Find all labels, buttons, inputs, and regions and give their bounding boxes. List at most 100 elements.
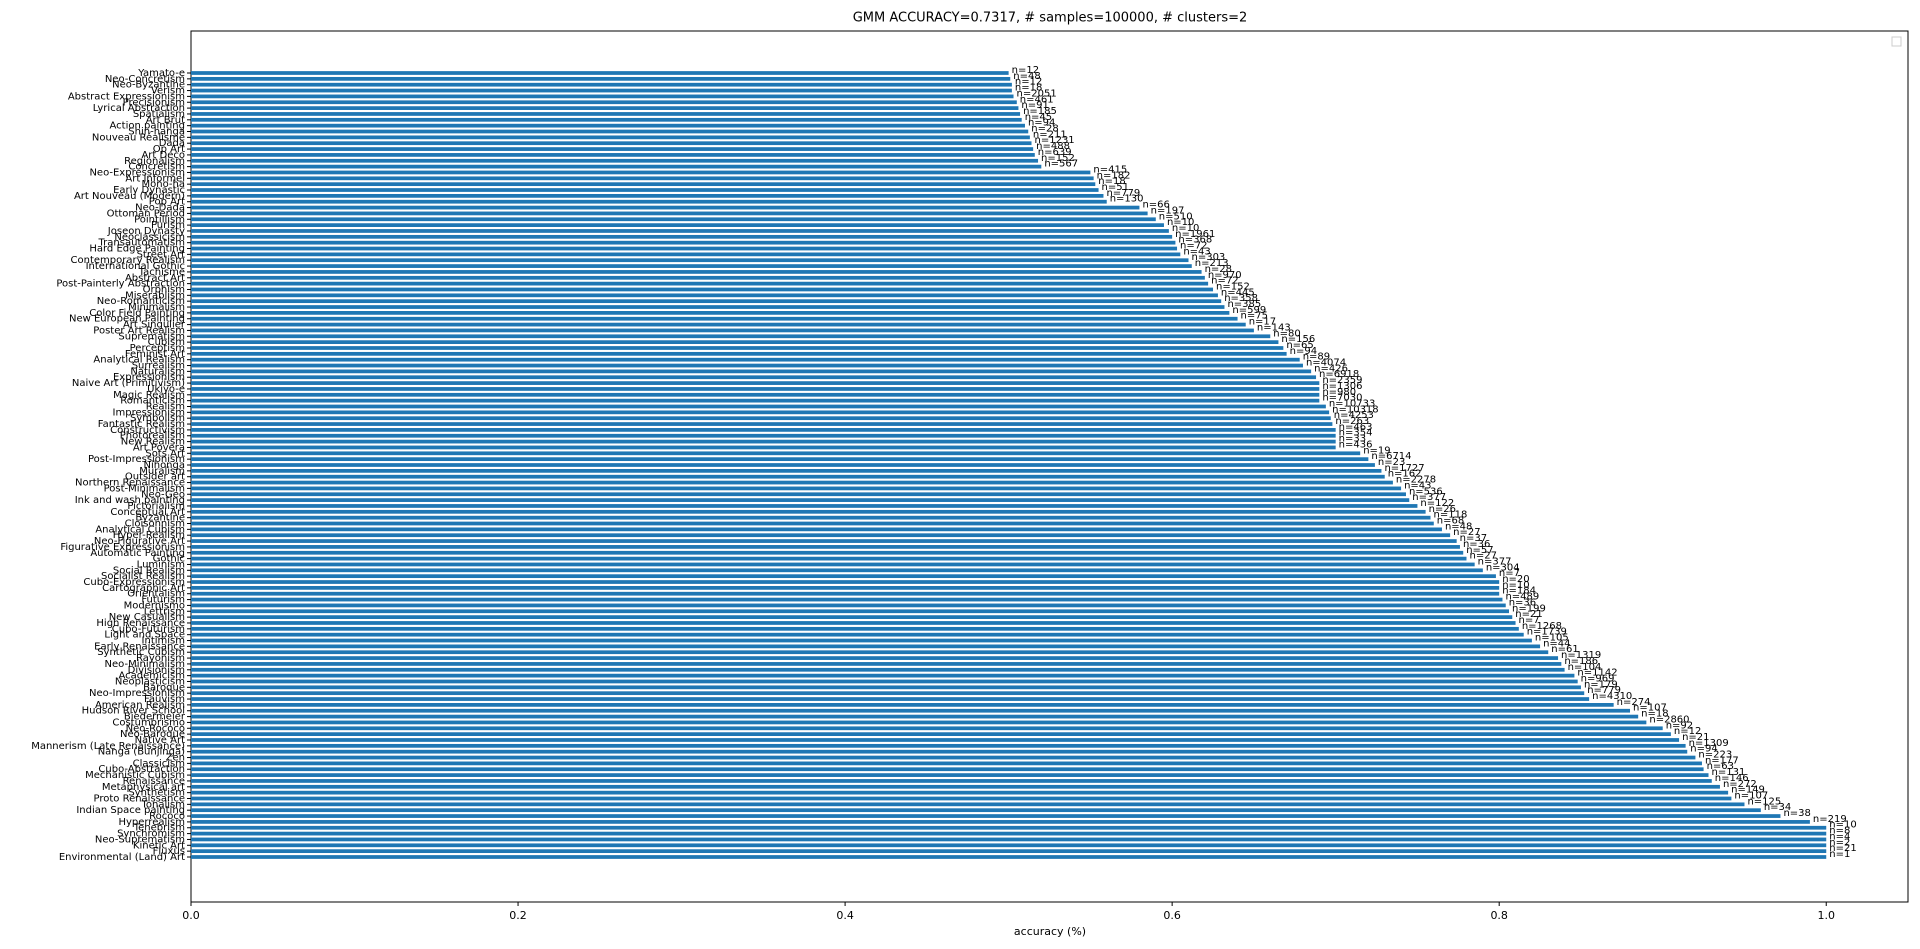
bar-annotation: n=122 xyxy=(1420,498,1454,509)
y-tick-label: Joseon Dynasty xyxy=(107,226,185,237)
y-tick-label: Native Art xyxy=(135,735,186,746)
bar-annotation: n=463 xyxy=(1339,422,1373,433)
bar xyxy=(191,404,1326,409)
bar xyxy=(191,580,1500,584)
y-tick-label: Neo-Geo xyxy=(141,489,185,500)
bar xyxy=(191,199,1107,204)
bar xyxy=(191,311,1230,315)
y-tick-label: Neo-Figurative Art xyxy=(94,536,185,547)
y-tick-label: Proto Renaissance xyxy=(93,793,185,804)
y-tick-label: Ukiyo-e xyxy=(147,384,185,395)
bar-annotation: n=10 xyxy=(1502,580,1529,591)
y-tick-label: Art Singulier xyxy=(123,320,186,331)
y-tick-label: Realism xyxy=(146,401,185,412)
bar-annotation: n=10733 xyxy=(1329,398,1376,409)
bar-annotation: n=2359 xyxy=(1322,375,1362,386)
bar-annotation: n=6918 xyxy=(1319,369,1359,380)
y-tick-label: Cloisonnism xyxy=(125,519,185,530)
bar xyxy=(191,275,1205,280)
y-tick-label: Synthetism xyxy=(128,788,185,799)
y-tick-label: Neo-Dada xyxy=(135,203,185,214)
y-tick-label: Fantastic Realism xyxy=(98,419,185,430)
bar xyxy=(191,381,1320,385)
y-tick-label: Post-Minimalism xyxy=(104,483,185,494)
bar-annotation: n=10 xyxy=(1829,820,1856,831)
y-tick-label: Ink and wash painting xyxy=(75,495,185,506)
bar xyxy=(191,714,1639,719)
bar xyxy=(191,656,1559,660)
bar xyxy=(191,293,1218,298)
y-tick-label: Fluxus xyxy=(153,846,185,857)
y-tick-label: Precisionism xyxy=(123,97,185,108)
y-tick-label: Regionalism xyxy=(124,156,185,167)
bar xyxy=(191,562,1475,567)
x-tick-label: 0.0 xyxy=(182,909,200,922)
y-tick-label: Op Art xyxy=(153,144,185,155)
x-tick-label: 0.8 xyxy=(1490,909,1508,922)
bar xyxy=(191,509,1426,514)
bar xyxy=(191,568,1483,573)
bar xyxy=(191,808,1761,813)
y-tick-label: Miserablism xyxy=(125,290,185,301)
bar xyxy=(191,650,1549,655)
bar xyxy=(191,521,1434,526)
bar-annotation: n=131 xyxy=(1712,767,1746,778)
bar-annotation: n=4253 xyxy=(1334,410,1374,421)
bar-annotation: n=6714 xyxy=(1371,451,1411,462)
bar xyxy=(191,667,1565,672)
bar xyxy=(191,761,1702,766)
bar-annotation: n=146 xyxy=(1715,773,1749,784)
bar xyxy=(191,515,1431,520)
bar xyxy=(191,328,1254,333)
y-tick-label: Classicism xyxy=(133,758,185,769)
y-tick-label: Lyrical Abstraction xyxy=(93,103,185,114)
bar xyxy=(191,182,1096,187)
y-tick-label: Renaissance xyxy=(123,776,185,787)
bar xyxy=(191,305,1225,309)
bar-annotation: n=970 xyxy=(1208,270,1242,281)
bar xyxy=(191,796,1732,801)
y-tick-label: Zen xyxy=(166,753,185,764)
bar xyxy=(191,392,1320,397)
y-tick-label: Automatic Painting xyxy=(90,548,185,559)
bar xyxy=(191,322,1246,327)
y-tick-label: Gothic xyxy=(153,554,185,565)
bar-annotation: n=36 xyxy=(1463,539,1490,550)
bar-annotation: n=61 xyxy=(1551,644,1578,655)
bar-annotation: n=969 xyxy=(1581,673,1615,684)
bar-annotation: n=415 xyxy=(1093,164,1127,175)
bar-annotation: n=197 xyxy=(1151,205,1185,216)
bar xyxy=(191,346,1284,350)
bar xyxy=(191,428,1336,432)
y-tick-label: American Realism xyxy=(95,700,185,711)
y-tick-label: Pointillism xyxy=(134,214,185,225)
y-tick-label: Ottoman Period xyxy=(107,208,185,219)
bar-annotation: n=23 xyxy=(1378,457,1405,468)
bar-annotation: n=274 xyxy=(1617,697,1651,708)
x-tick-label: 0.4 xyxy=(836,909,854,922)
bar-annotation: n=34 xyxy=(1764,802,1791,813)
bar-annotation: n=211 xyxy=(1033,129,1067,140)
bar-annotation: n=10 xyxy=(1172,223,1199,234)
bar-annotation: n=2860 xyxy=(1649,714,1689,725)
y-tick-label: Yamato-e xyxy=(137,68,185,79)
y-tick-label: Street Art xyxy=(137,249,186,260)
bar xyxy=(191,632,1524,637)
y-tick-label: Figurative Expressionism xyxy=(60,542,185,553)
bar xyxy=(191,357,1300,362)
y-tick-label: Muralism xyxy=(139,466,185,477)
bar-annotation: n=199 xyxy=(1512,603,1546,614)
bar xyxy=(191,82,1012,87)
bar xyxy=(191,644,1541,649)
y-tick-label: Color Field Painting xyxy=(89,308,185,319)
y-tick-label: Cubo-Expressionism xyxy=(83,577,185,588)
bar xyxy=(191,504,1418,508)
y-tick-label: Analytical Cubism xyxy=(95,524,185,535)
bar xyxy=(191,825,1827,830)
y-tick-label: Cartographic Art xyxy=(102,583,185,594)
y-tick-label: Cubo-Abstraction xyxy=(98,764,185,775)
bar-annotation: n=68 xyxy=(1437,516,1464,527)
y-tick-label: New Realism xyxy=(121,437,185,448)
bar xyxy=(191,240,1176,245)
bar-annotation: n=33 xyxy=(1339,434,1366,445)
